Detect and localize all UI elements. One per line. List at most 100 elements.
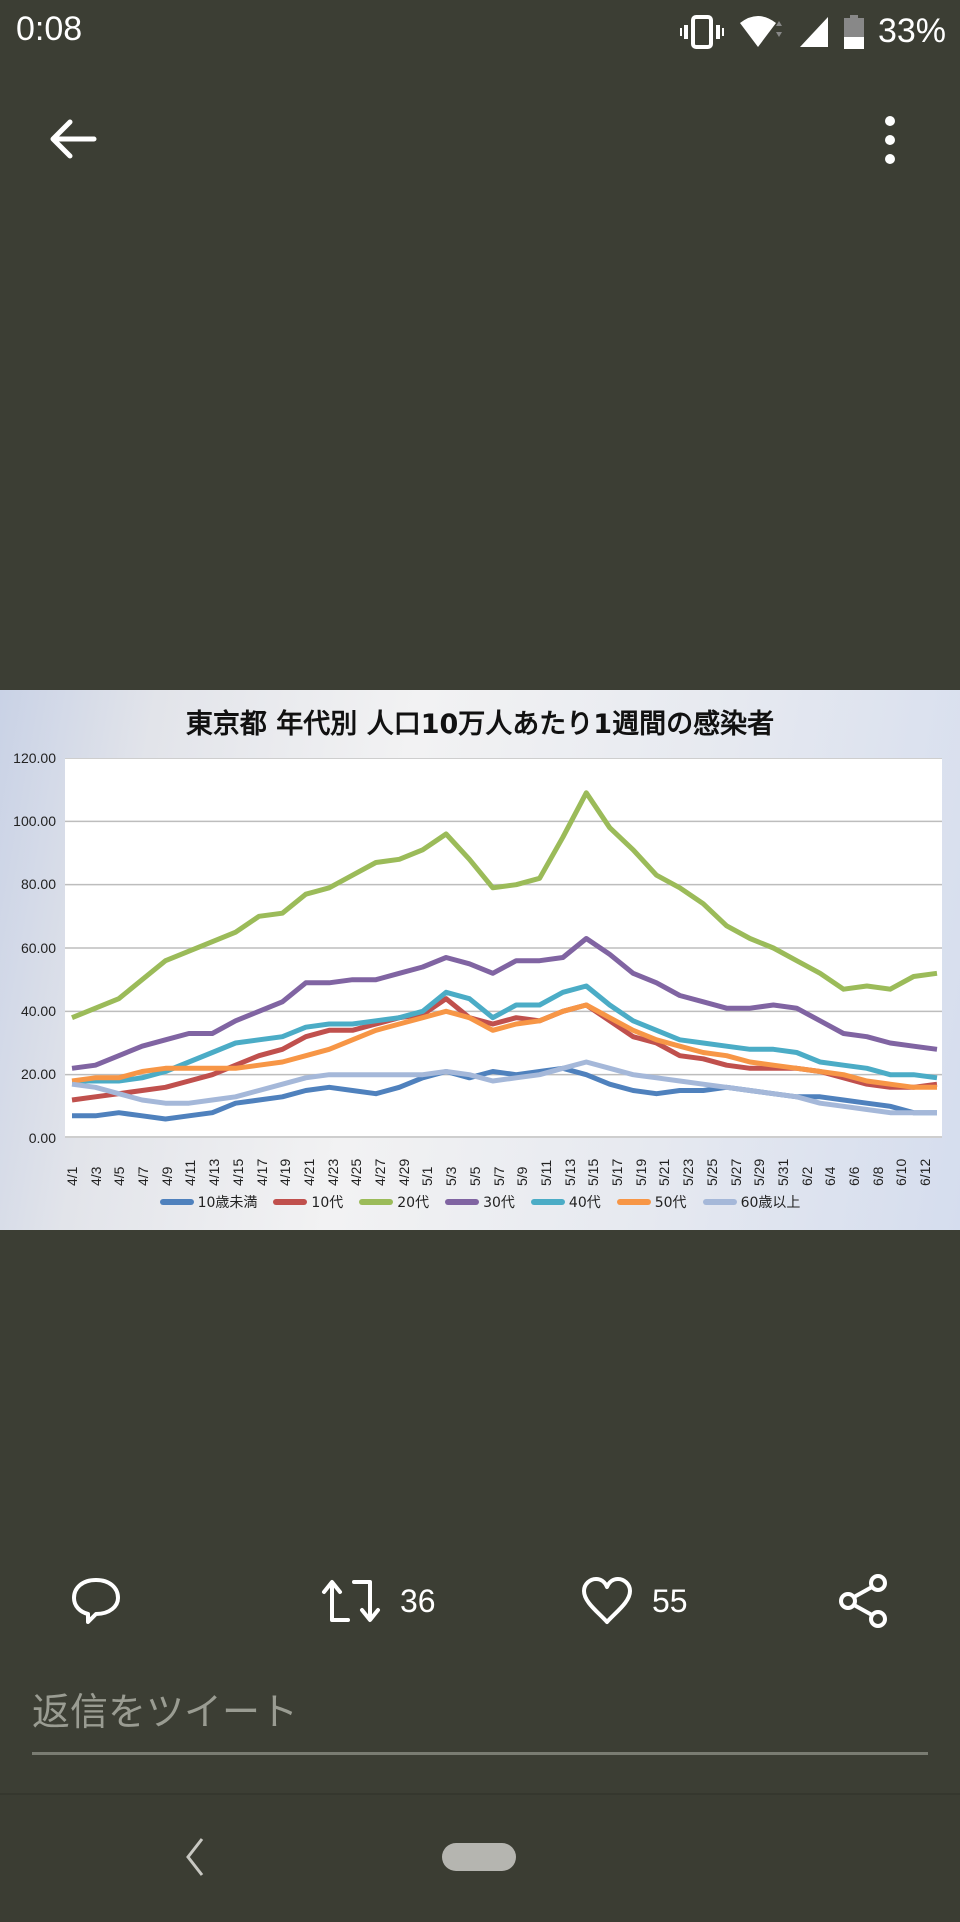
legend-label: 10代 [311, 1195, 344, 1211]
tweet-media-chart[interactable]: 東京都 年代別 人口10万人あたり1週間の感染者 120.00 100.00 8… [0, 690, 960, 1230]
legend-item: 60歳以上 [702, 1192, 801, 1212]
legend-item: 10代 [273, 1192, 343, 1212]
x-tick: 6/10 [893, 1158, 910, 1186]
like-button[interactable]: 55 [580, 1568, 688, 1634]
more-options-button[interactable] [870, 112, 910, 168]
signal-icon [799, 16, 828, 47]
series-line [71, 1059, 937, 1116]
more-vertical-icon [885, 116, 895, 164]
legend-swatch [445, 1199, 480, 1205]
battery-icon [843, 14, 864, 49]
legend-item: 20代 [359, 1192, 429, 1212]
x-tick: 4/17 [253, 1158, 270, 1186]
app-bar [0, 100, 960, 180]
x-tick: 5/7 [490, 1166, 507, 1186]
x-tick: 5/9 [514, 1166, 531, 1186]
plot-area [65, 757, 942, 1138]
x-tick: 5/3 [443, 1166, 460, 1186]
y-tick: 80.00 [20, 876, 56, 892]
x-tick: 6/8 [869, 1166, 886, 1186]
nav-back-icon [186, 1838, 204, 1876]
share-button[interactable] [836, 1568, 892, 1634]
y-tick: 0.00 [28, 1130, 56, 1146]
reply-button[interactable] [70, 1568, 122, 1634]
y-tick: 100.00 [13, 813, 56, 829]
x-tick: 4/9 [158, 1166, 175, 1186]
x-tick: 5/11 [537, 1159, 554, 1186]
x-tick: 5/29 [751, 1158, 768, 1186]
x-tick: 4/21 [300, 1158, 317, 1186]
chart-legend: 10歳未満 10代 20代 30代 40代 50代 60歳以上 [0, 1192, 960, 1212]
x-tick: 6/12 [917, 1158, 934, 1186]
x-tick: 4/13 [206, 1158, 223, 1186]
x-tick: 6/4 [822, 1166, 839, 1186]
y-tick: 120.00 [13, 750, 56, 766]
retweet-count: 36 [400, 1582, 436, 1619]
back-button[interactable] [44, 114, 104, 164]
x-tick: 5/17 [609, 1158, 626, 1186]
legend-label: 20代 [397, 1195, 430, 1211]
reply-box [32, 1690, 928, 1770]
y-tick: 20.00 [20, 1066, 56, 1082]
arrow-left-icon [50, 119, 97, 159]
legend-swatch [616, 1199, 651, 1205]
status-time: 0:08 [16, 10, 83, 48]
x-tick: 5/1 [419, 1166, 436, 1186]
retweet-button[interactable]: 36 [320, 1568, 436, 1634]
reply-input[interactable] [32, 1690, 928, 1755]
legend-label: 30代 [483, 1195, 515, 1211]
legend-item: 40代 [530, 1192, 601, 1212]
status-icons: 33% [679, 12, 946, 51]
retweet-icon [322, 1580, 380, 1622]
like-count: 55 [652, 1582, 688, 1619]
series-line [72, 983, 938, 1084]
x-tick: 5/27 [727, 1158, 744, 1186]
nav-home-pill[interactable] [442, 1843, 516, 1871]
status-bar: 0:08 33% [0, 0, 960, 64]
legend-swatch [702, 1199, 737, 1205]
share-icon [839, 1574, 887, 1628]
heart-icon [582, 1577, 632, 1624]
x-tick: 4/27 [372, 1158, 389, 1186]
x-tick: 5/19 [632, 1158, 649, 1186]
tweet-actions: 36 55 [0, 1568, 960, 1634]
legend-label: 50代 [654, 1195, 687, 1211]
legend-swatch [530, 1199, 565, 1205]
x-tick: 5/21 [656, 1158, 673, 1186]
line-chart [65, 757, 942, 1138]
x-tick: 4/29 [395, 1158, 412, 1186]
x-tick: 6/2 [798, 1166, 815, 1186]
legend-item: 30代 [445, 1192, 515, 1212]
x-tick: 4/11 [182, 1159, 199, 1186]
x-tick: 5/5 [466, 1166, 483, 1186]
x-tick: 4/25 [348, 1158, 365, 1186]
nav-back-button[interactable] [180, 1835, 210, 1879]
x-tick: 4/1 [64, 1166, 80, 1186]
x-tick: 4/3 [87, 1166, 104, 1186]
x-tick: 5/31 [774, 1158, 791, 1186]
x-tick: 4/15 [229, 1158, 246, 1186]
system-nav-bar [0, 1793, 960, 1922]
y-tick: 40.00 [20, 1003, 56, 1019]
x-tick: 5/13 [561, 1158, 578, 1186]
x-tick: 4/5 [111, 1166, 128, 1186]
legend-swatch [359, 1199, 394, 1205]
x-tick: 5/25 [703, 1158, 720, 1186]
x-tick: 5/23 [680, 1158, 697, 1186]
chart-title: 東京都 年代別 人口10万人あたり1週間の感染者 [185, 709, 775, 740]
series-line [71, 790, 938, 1021]
x-tick: 6/6 [846, 1166, 863, 1186]
series-line [71, 1002, 937, 1090]
legend-item: 50代 [616, 1192, 687, 1212]
y-tick: 60.00 [20, 940, 56, 956]
legend-item: 10歳未満 [159, 1192, 257, 1212]
x-tick: 5/15 [585, 1158, 602, 1186]
vibrate-icon [679, 14, 724, 49]
legend-label: 60歳以上 [740, 1195, 801, 1211]
speech-bubble-icon [72, 1578, 120, 1624]
x-tick: 4/19 [277, 1158, 294, 1186]
battery-percent: 33% [877, 12, 946, 50]
legend-label: 40代 [568, 1195, 601, 1211]
wifi-icon [739, 15, 782, 47]
x-tick: 4/23 [324, 1158, 341, 1186]
